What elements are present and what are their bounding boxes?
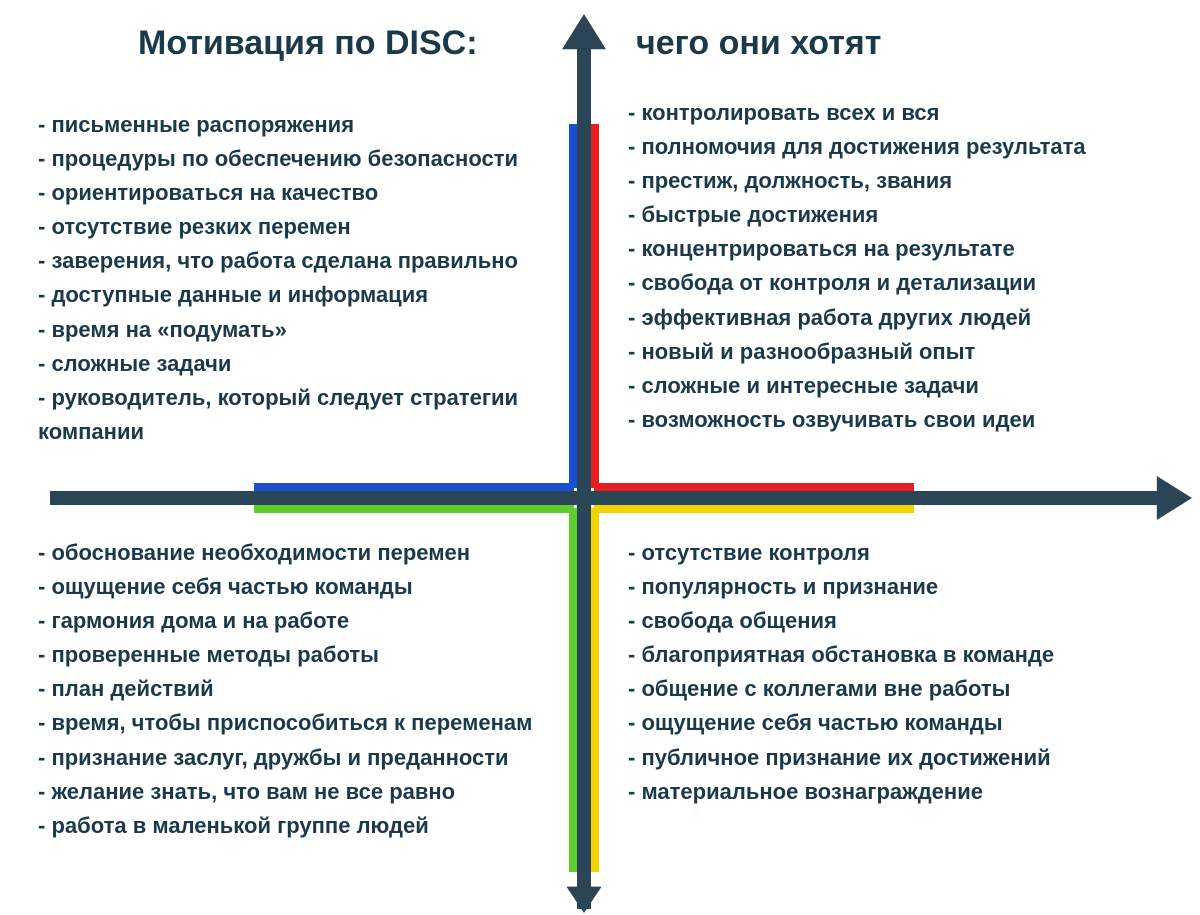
quadrant-item: - план действий — [38, 672, 532, 706]
quadrant-item: - контролировать всех и вся — [628, 96, 1086, 130]
quadrant-item: - отсутствие контроля — [628, 536, 1054, 570]
quadrant-item: - ориентироваться на качество — [38, 176, 518, 210]
quadrant-item: - заверения, что работа сделана правильн… — [38, 244, 518, 278]
quadrant-item: - обоснование необходимости перемен — [38, 536, 532, 570]
quadrant-item: - престиж, должность, звания — [628, 164, 1086, 198]
quadrant-item: - руководитель, который следует стратеги… — [38, 381, 518, 415]
quadrant-item: - сложные задачи — [38, 347, 518, 381]
quadrant-item: - отсутствие резких перемен — [38, 210, 518, 244]
quadrant-item: - благоприятная обстановка в команде — [628, 638, 1054, 672]
quadrant-item: - ощущение себя частью команды — [628, 706, 1054, 740]
quadrant-item: - сложные и интересные задачи — [628, 369, 1086, 403]
title-left: Мотивация по DISC: — [138, 24, 478, 63]
quadrant-item: - процедуры по обеспечению безопасности — [38, 142, 518, 176]
quadrant-item: - желание знать, что вам не все равно — [38, 775, 532, 809]
quadrant-item: - быстрые достижения — [628, 198, 1086, 232]
quadrant-bottom-right: - отсутствие контроля- популярность и пр… — [628, 536, 1054, 809]
quadrant-item: - возможность озвучивать свои идеи — [628, 403, 1086, 437]
quadrant-item: - популярность и признание — [628, 570, 1054, 604]
quadrant-top-left: - письменные распоряжения- процедуры по … — [38, 108, 518, 449]
quadrant-item: - признание заслуг, дружбы и преданности — [38, 741, 532, 775]
quadrant-item: - проверенные методы работы — [38, 638, 532, 672]
quadrant-item: - работа в маленькой группе людей — [38, 809, 532, 843]
quadrant-item: компании — [38, 415, 518, 449]
quadrant-item: - концентрироваться на результате — [628, 232, 1086, 266]
quadrant-item: - новый и разнообразный опыт — [628, 335, 1086, 369]
quadrant-item: - письменные распоряжения — [38, 108, 518, 142]
quadrant-item: - ощущение себя частью команды — [38, 570, 532, 604]
quadrant-item: - публичное признание их достижений — [628, 741, 1054, 775]
quadrant-item: - время, чтобы приспособиться к перемена… — [38, 706, 532, 740]
title-right: чего они хотят — [636, 24, 881, 63]
quadrant-item: - эффективная работа других людей — [628, 301, 1086, 335]
quadrant-item: - полномочия для достижения результата — [628, 130, 1086, 164]
quadrant-item: - материальное вознаграждение — [628, 775, 1054, 809]
quadrant-item: - свобода общения — [628, 604, 1054, 638]
quadrant-bottom-left: - обоснование необходимости перемен- ощу… — [38, 536, 532, 843]
quadrant-item: - общение с коллегами вне работы — [628, 672, 1054, 706]
quadrant-item: - время на «подумать» — [38, 313, 518, 347]
quadrant-item: - гармония дома и на работе — [38, 604, 532, 638]
quadrant-item: - свобода от контроля и детализации — [628, 266, 1086, 300]
quadrant-top-right: - контролировать всех и вся- полномочия … — [628, 96, 1086, 437]
quadrant-item: - доступные данные и информация — [38, 278, 518, 312]
